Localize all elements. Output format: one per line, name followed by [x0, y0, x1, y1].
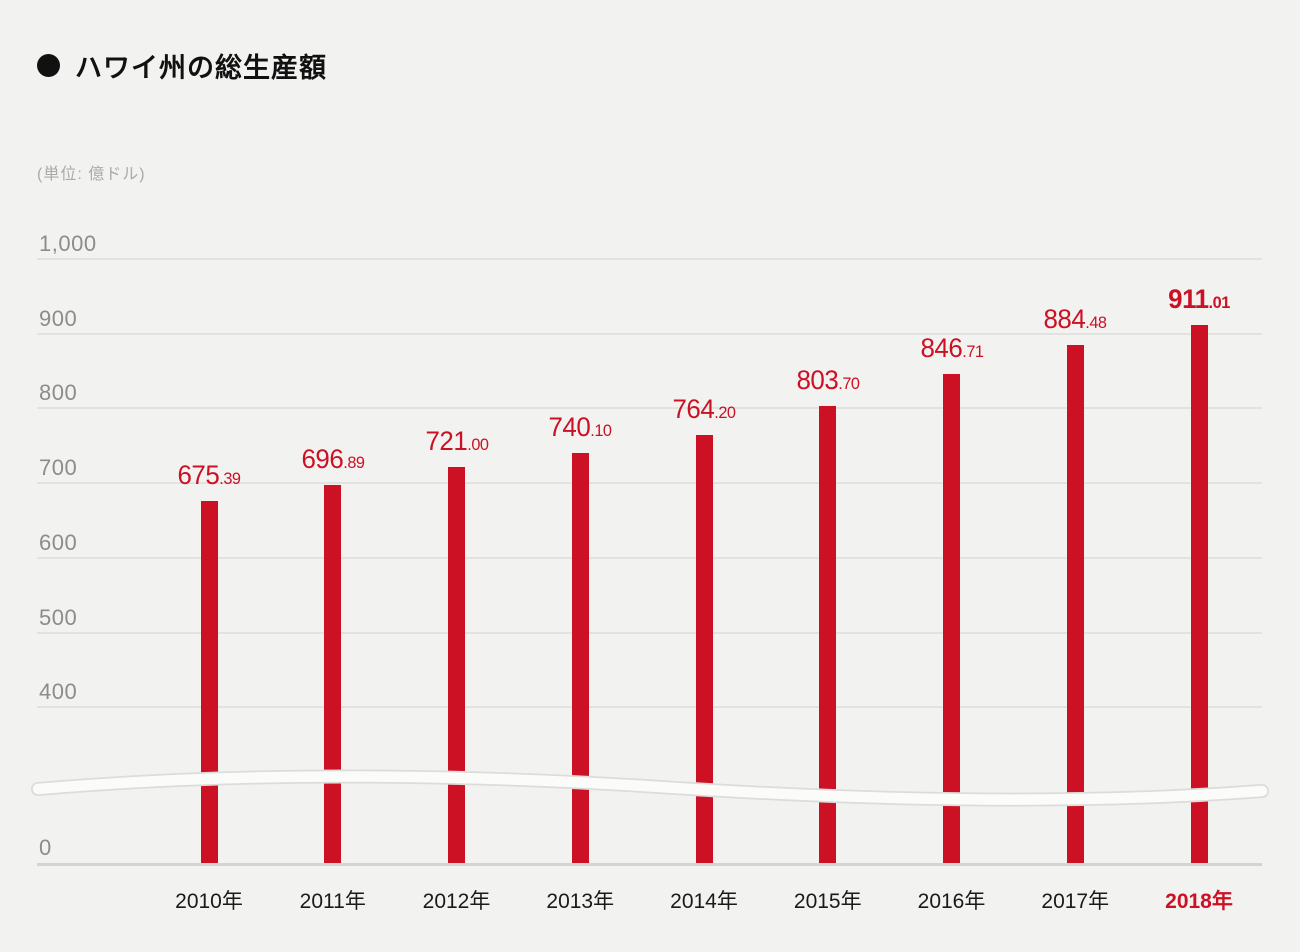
bar-value-label: 675.39: [127, 460, 290, 491]
value-integer-part: 884: [1043, 304, 1086, 335]
gridline-0: [37, 863, 1262, 866]
value-integer-part: 675: [177, 460, 220, 491]
value-decimal-part: .01: [1208, 293, 1231, 313]
bar-2014年: [695, 435, 713, 863]
x-axis-tick-label: 2010年: [175, 890, 243, 913]
bar-2016年: [943, 373, 960, 863]
x-axis-tick-label: 2015年: [793, 890, 862, 913]
gridline-400: [37, 706, 1262, 709]
gridline-900: [37, 332, 1262, 335]
unit-label: (単位: 億ドル): [37, 166, 146, 183]
bar-2010年: [200, 501, 218, 863]
value-decimal-part: .39: [219, 469, 241, 489]
x-axis-tick-label: 2014年: [670, 890, 738, 913]
bar-value-label: 721.00: [375, 426, 538, 457]
gridline-600: [37, 556, 1262, 559]
chart-title: ハワイ州の総生産額: [75, 53, 327, 83]
bar-2011年: [324, 485, 342, 863]
y-axis-tick-label: 1,000: [39, 231, 97, 256]
bar-value-label: 846.71: [870, 333, 1033, 364]
bar-2017年: [1066, 345, 1084, 863]
x-axis-tick-label: 2017年: [1041, 890, 1110, 913]
bar-value-label: 911.01: [1117, 284, 1280, 315]
x-axis-tick-label: 2016年: [917, 890, 986, 913]
x-axis-tick-label: 2012年: [422, 890, 491, 913]
y-axis-tick-label: 800: [39, 380, 78, 406]
x-axis-tick-label: 2013年: [546, 890, 615, 913]
bar-2013年: [571, 453, 589, 863]
value-integer-part: 764: [672, 394, 715, 425]
value-integer-part: 696: [301, 444, 344, 475]
value-integer-part: 803: [796, 364, 839, 395]
y-axis-tick-label: 400: [39, 679, 78, 705]
gridline-500: [37, 631, 1262, 634]
bar-value-label: 884.48: [994, 304, 1157, 335]
y-axis-tick-label: 0: [39, 835, 52, 860]
gridline-700: [37, 482, 1262, 485]
value-decimal-part: .10: [590, 421, 613, 441]
y-axis-tick-label: 600: [39, 529, 78, 555]
bar-value-label: 696.89: [251, 444, 414, 475]
value-decimal-part: .89: [343, 453, 365, 473]
value-decimal-part: .71: [961, 341, 984, 361]
bar-2018年: [1190, 325, 1208, 863]
value-integer-part: 740: [548, 412, 591, 443]
gridline-1000: [37, 258, 1262, 260]
value-integer-part: 721: [424, 426, 467, 457]
bar-value-label: 764.20: [622, 394, 785, 425]
bar-value-label: 803.70: [746, 365, 909, 396]
value-decimal-part: .48: [1085, 313, 1108, 333]
value-integer-part: 911: [1168, 284, 1209, 315]
gridline-800: [37, 407, 1262, 410]
bar-2015年: [819, 405, 837, 863]
y-axis-tick-label: 900: [39, 305, 78, 331]
chart-header: ハワイ州の総生産額: [37, 46, 327, 85]
y-axis-tick-label: 700: [39, 455, 78, 481]
title-bullet-icon: [37, 54, 60, 77]
value-integer-part: 846: [919, 332, 962, 363]
bar-2012年: [448, 467, 465, 863]
value-decimal-part: .00: [466, 435, 489, 455]
y-axis-tick-label: 500: [39, 604, 78, 630]
x-axis-tick-label: 2018年: [1165, 890, 1233, 913]
x-axis-tick-label: 2011年: [299, 890, 366, 913]
bar-value-label: 740.10: [499, 412, 662, 443]
value-decimal-part: .20: [714, 403, 736, 423]
value-decimal-part: .70: [838, 373, 860, 393]
